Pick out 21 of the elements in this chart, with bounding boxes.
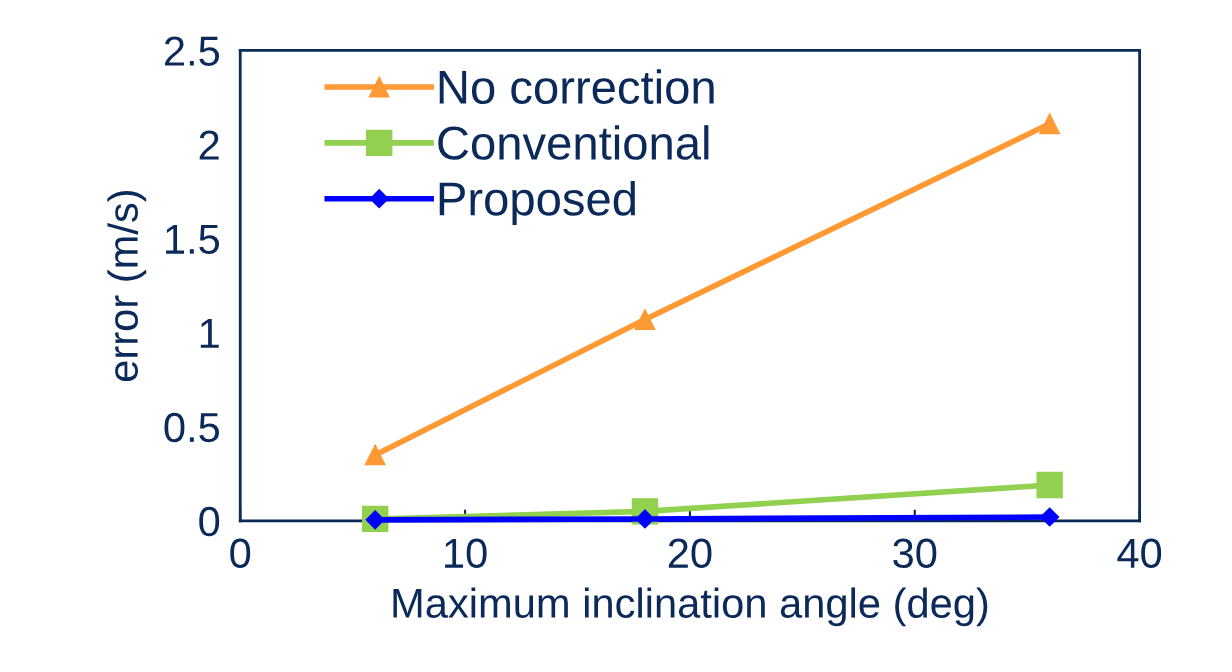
y-tick-label: 2 [199, 130, 219, 160]
y-tick-label: 0.5 [164, 412, 220, 443]
point [1036, 471, 1063, 499]
x-tick-label: 10 [445, 538, 487, 569]
x-tick-label: 30 [893, 538, 937, 569]
x-tick-label: 20 [668, 538, 712, 569]
x-tick-label: 0 [230, 538, 251, 569]
legend-label: Conventional [438, 125, 709, 160]
x-axis-title: Maximum inclination angle (deg) [393, 587, 988, 627]
legend-label: No correction [439, 69, 714, 105]
y-tick-label: 1.5 [166, 224, 220, 255]
point [1039, 113, 1061, 135]
x-tick-label: 40 [1117, 538, 1162, 569]
point [634, 309, 656, 330]
point [364, 444, 386, 466]
y-tick-label: 0 [199, 506, 220, 537]
y-tick-label: 2.5 [164, 36, 220, 66]
point [1040, 507, 1060, 527]
y-tick-label: 1 [200, 319, 219, 348]
y-axis-title: error (m/s) [107, 190, 147, 382]
legend-label: Proposed [439, 180, 635, 226]
